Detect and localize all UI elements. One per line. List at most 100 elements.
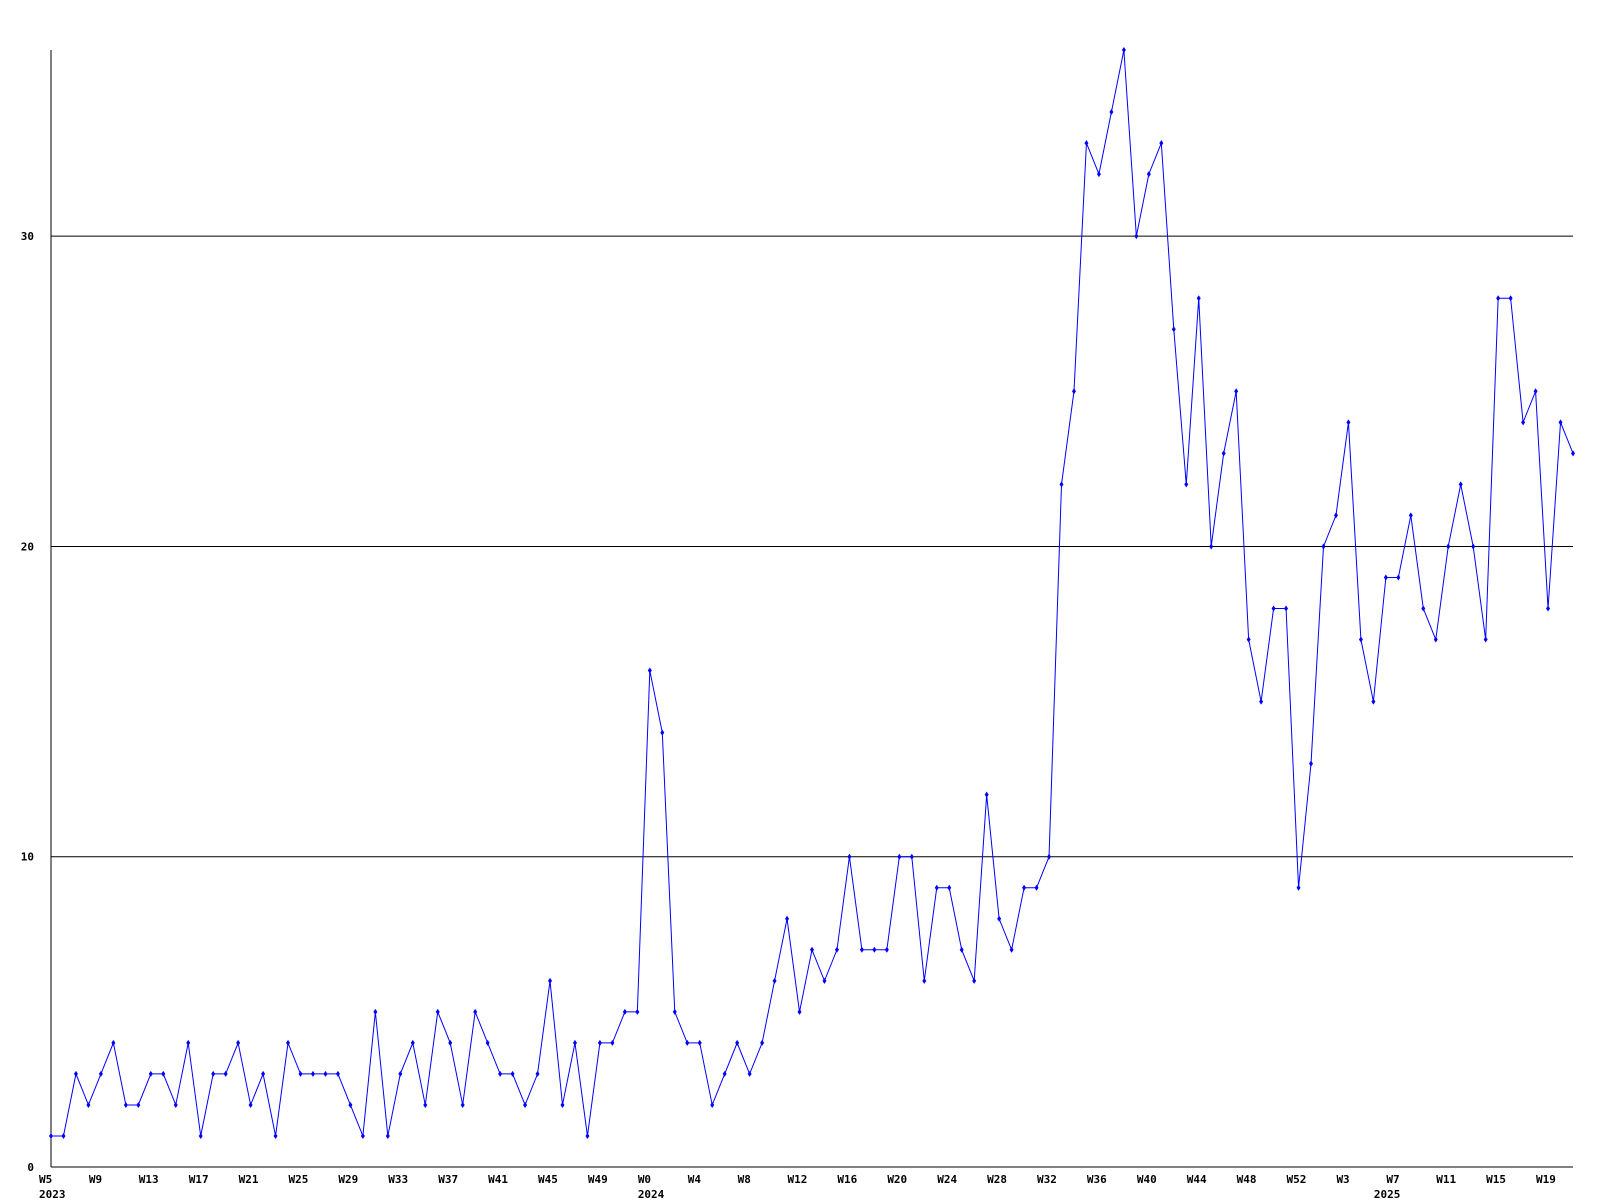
point-marker bbox=[385, 1132, 390, 1139]
point-marker bbox=[710, 1101, 715, 1108]
x-tick-label: W28 bbox=[987, 1173, 1007, 1186]
point-marker bbox=[1346, 419, 1351, 426]
point-marker bbox=[1533, 388, 1538, 395]
point-marker bbox=[1259, 698, 1264, 705]
point-marker bbox=[947, 884, 952, 891]
point-marker bbox=[834, 946, 839, 953]
point-marker bbox=[1221, 450, 1226, 457]
x-tick-label: W49 bbox=[588, 1173, 608, 1186]
point-marker bbox=[697, 1039, 702, 1046]
point-marker bbox=[1396, 574, 1401, 581]
point-marker bbox=[1358, 636, 1363, 643]
point-marker bbox=[1483, 636, 1488, 643]
point-marker bbox=[173, 1101, 178, 1108]
point-marker bbox=[1159, 140, 1164, 147]
point-marker bbox=[323, 1070, 328, 1077]
x-tick-label: W0 bbox=[638, 1173, 651, 1186]
x-tick-label: W40 bbox=[1137, 1173, 1157, 1186]
point-marker bbox=[348, 1101, 353, 1108]
point-marker bbox=[1296, 884, 1301, 891]
point-marker bbox=[1121, 47, 1126, 53]
x-tick-label: W25 bbox=[289, 1173, 309, 1186]
point-marker bbox=[236, 1039, 241, 1046]
y-tick-label: 0 bbox=[27, 1161, 34, 1174]
point-marker bbox=[560, 1101, 565, 1108]
x-tick-label: W8 bbox=[738, 1173, 751, 1186]
y-tick-label: 30 bbox=[21, 230, 34, 243]
point-marker bbox=[647, 667, 652, 674]
point-marker bbox=[1433, 636, 1438, 643]
point-marker bbox=[1508, 295, 1513, 302]
point-marker bbox=[1408, 512, 1413, 519]
point-marker bbox=[548, 977, 553, 984]
point-marker bbox=[1171, 326, 1176, 333]
point-marker bbox=[148, 1070, 153, 1077]
point-marker bbox=[111, 1039, 116, 1046]
point-marker bbox=[123, 1101, 128, 1108]
y-tick-label: 10 bbox=[21, 851, 34, 864]
x-tick-label: W48 bbox=[1237, 1173, 1257, 1186]
point-marker bbox=[360, 1132, 365, 1139]
x-tick-label: W4 bbox=[688, 1173, 702, 1186]
point-marker bbox=[747, 1070, 752, 1077]
point-marker bbox=[934, 884, 939, 891]
point-marker bbox=[485, 1039, 490, 1046]
point-marker bbox=[473, 1008, 478, 1015]
point-marker bbox=[597, 1039, 602, 1046]
x-tick-label: W52 bbox=[1287, 1173, 1307, 1186]
point-marker bbox=[1109, 109, 1114, 116]
point-marker bbox=[1383, 574, 1388, 581]
x-tick-label: W21 bbox=[239, 1173, 259, 1186]
x-tick-label: W36 bbox=[1087, 1173, 1107, 1186]
point-marker bbox=[1047, 853, 1052, 860]
point-marker bbox=[298, 1070, 303, 1077]
point-marker bbox=[161, 1070, 166, 1077]
point-marker bbox=[1309, 760, 1314, 767]
point-marker bbox=[797, 1008, 802, 1015]
point-marker bbox=[760, 1039, 765, 1046]
point-marker bbox=[1246, 636, 1251, 643]
point-marker bbox=[1371, 698, 1376, 705]
point-marker bbox=[1071, 388, 1076, 395]
point-marker bbox=[897, 853, 902, 860]
point-marker bbox=[223, 1070, 228, 1077]
point-marker bbox=[523, 1101, 528, 1108]
point-marker bbox=[585, 1132, 590, 1139]
point-marker bbox=[448, 1039, 453, 1046]
x-tick-label: W5 bbox=[39, 1173, 52, 1186]
point-marker bbox=[622, 1008, 627, 1015]
point-marker bbox=[136, 1101, 141, 1108]
point-marker bbox=[672, 1008, 677, 1015]
x-tick-label: W32 bbox=[1037, 1173, 1057, 1186]
point-marker bbox=[822, 977, 827, 984]
point-marker bbox=[510, 1070, 515, 1077]
point-marker bbox=[423, 1101, 428, 1108]
point-marker bbox=[847, 853, 852, 860]
point-marker bbox=[73, 1070, 78, 1077]
point-marker bbox=[61, 1132, 66, 1139]
point-marker bbox=[1446, 543, 1451, 550]
x-tick-label: W19 bbox=[1536, 1173, 1556, 1186]
point-marker bbox=[1546, 605, 1551, 612]
x-tick-label: W7 bbox=[1386, 1173, 1399, 1186]
point-marker bbox=[1558, 419, 1563, 426]
point-marker bbox=[785, 915, 790, 922]
x-tick-label: W17 bbox=[189, 1173, 209, 1186]
point-marker bbox=[248, 1101, 253, 1108]
point-marker bbox=[373, 1008, 378, 1015]
point-marker bbox=[884, 946, 889, 953]
point-marker bbox=[49, 1132, 53, 1139]
point-marker bbox=[959, 946, 964, 953]
point-marker bbox=[1271, 605, 1276, 612]
point-marker bbox=[660, 729, 665, 736]
point-marker bbox=[1458, 481, 1463, 488]
point-marker bbox=[186, 1039, 191, 1046]
point-marker bbox=[1571, 450, 1575, 457]
year-label: 2025 bbox=[1374, 1188, 1401, 1200]
point-marker bbox=[922, 977, 927, 984]
point-marker bbox=[610, 1039, 615, 1046]
point-marker bbox=[984, 791, 989, 798]
x-tick-label: W11 bbox=[1436, 1173, 1456, 1186]
